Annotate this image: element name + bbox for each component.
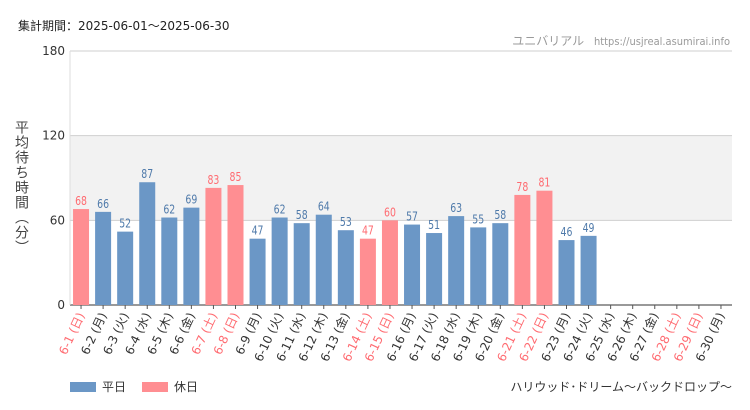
bar-value-label: 58	[494, 208, 506, 222]
y-tick-label: 60	[50, 213, 65, 227]
bar	[448, 216, 465, 305]
bar	[426, 233, 443, 305]
bar	[404, 224, 421, 305]
bar	[271, 217, 288, 305]
bar-value-label: 55	[472, 212, 484, 226]
bar	[293, 223, 310, 305]
bar	[381, 220, 398, 305]
bar	[227, 185, 244, 305]
bar-value-label: 62	[163, 202, 175, 216]
y-tick-label: 0	[57, 298, 65, 312]
bar-value-label: 69	[185, 192, 197, 206]
bar	[95, 211, 112, 305]
bar	[117, 231, 134, 305]
bar	[514, 194, 531, 305]
bar-value-label: 85	[230, 170, 242, 184]
legend-item-weekday: 平日	[70, 378, 126, 395]
bar	[73, 209, 90, 305]
site-credit: ユニバリアル https://usjreal.asumirai.info	[512, 32, 730, 49]
period-label: 集計期間：2025-06-01～2025-06-30	[18, 19, 230, 33]
site-url[interactable]: https://usjreal.asumirai.info	[594, 35, 730, 48]
bar-value-label: 57	[406, 209, 418, 223]
y-axis-label: 平均待ち時間（分）	[13, 120, 29, 255]
bar-value-label: 47	[252, 224, 264, 238]
bar-value-label: 62	[274, 202, 286, 216]
bar-value-label: 83	[207, 173, 219, 187]
bar-value-label: 51	[428, 218, 440, 232]
bar	[470, 227, 487, 305]
weekday-swatch	[70, 381, 96, 392]
bar-value-label: 64	[318, 200, 330, 214]
bar	[205, 187, 222, 305]
bar-value-label: 63	[450, 201, 462, 215]
site-name: ユニバリアル	[512, 34, 585, 48]
highlight-band	[70, 135, 732, 221]
holiday-swatch	[142, 381, 169, 392]
bar	[580, 235, 597, 305]
y-tick-label: 180	[42, 44, 65, 58]
bar-value-label: 58	[296, 208, 308, 222]
bar-value-label: 87	[141, 167, 153, 181]
bar-value-label: 60	[384, 205, 396, 219]
bar	[337, 230, 354, 305]
bar	[558, 240, 575, 305]
bar-value-label: 68	[75, 194, 87, 208]
bar	[249, 238, 266, 305]
bar	[536, 190, 553, 305]
bar-value-label: 66	[97, 197, 109, 211]
bar-value-label: 52	[119, 216, 131, 230]
bar-value-label: 81	[538, 176, 550, 190]
bar-value-label: 53	[340, 215, 352, 229]
bar	[492, 223, 509, 305]
legend: 平日 休日	[70, 378, 198, 395]
bar-value-label: 49	[583, 221, 595, 235]
bar	[139, 182, 156, 305]
bar-value-label: 78	[516, 180, 528, 194]
legend-item-holiday: 休日	[142, 378, 198, 395]
bar	[183, 207, 200, 305]
bar-value-label: 47	[362, 224, 374, 238]
legend-label-weekday: 平日	[102, 380, 127, 394]
bar	[161, 217, 178, 305]
bar	[315, 214, 332, 305]
attraction-name: ハリウッド･ドリーム～バックドロップ～	[510, 380, 732, 394]
bar	[359, 238, 376, 305]
legend-label-holiday: 休日	[174, 380, 199, 394]
bar-value-label: 46	[561, 225, 573, 239]
y-tick-label: 120	[42, 129, 65, 143]
